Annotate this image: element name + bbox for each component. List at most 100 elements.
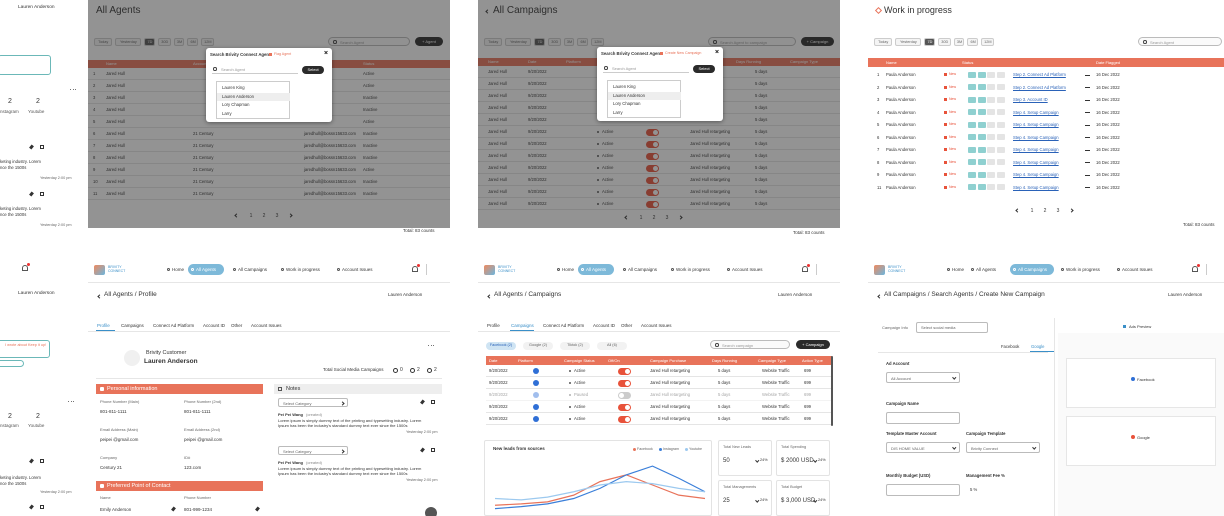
select-button[interactable]: Select xyxy=(302,66,324,74)
text-input[interactable] xyxy=(886,484,960,496)
filter-label: Yesterday xyxy=(899,40,917,44)
edit-icon[interactable] xyxy=(29,191,34,197)
nav-divider xyxy=(1206,264,1207,275)
nav-item[interactable]: All Campaigns xyxy=(230,264,274,275)
modal-search[interactable]: Search Agent xyxy=(603,64,689,73)
edit-icon[interactable] xyxy=(255,506,260,512)
social-select[interactable]: Select social media xyxy=(916,322,988,333)
filter-chip[interactable]: 7D xyxy=(924,38,935,46)
edit-icon[interactable] xyxy=(171,506,176,512)
modal-search[interactable]: Search Agent xyxy=(212,65,298,74)
nav-item[interactable]: Work in progress xyxy=(1058,264,1110,275)
filter-chip[interactable]: 6M xyxy=(967,38,978,46)
nav-item[interactable]: All Agents xyxy=(188,264,224,275)
edit-icon[interactable] xyxy=(29,144,34,150)
date-flagged: 16 Dec 2022 xyxy=(1096,159,1120,165)
platform-tab[interactable]: Google (2) xyxy=(523,342,553,350)
option[interactable]: Larry xyxy=(608,109,681,117)
filter-chip[interactable]: Today xyxy=(874,38,892,46)
page-button[interactable]: 3 xyxy=(1054,207,1062,215)
nav-item[interactable]: Home xyxy=(944,264,964,275)
edit-icon[interactable] xyxy=(420,447,425,453)
search-input[interactable]: Search Agent xyxy=(1138,37,1222,46)
toggle-switch[interactable] xyxy=(618,367,631,375)
tab[interactable]: Account ID xyxy=(202,322,229,331)
delete-icon[interactable] xyxy=(431,400,435,404)
option[interactable]: Lauren King xyxy=(608,83,681,91)
filter-chip[interactable]: 3M xyxy=(953,38,965,46)
preview-tab[interactable]: Google xyxy=(1030,343,1054,352)
option[interactable]: Lauren King xyxy=(217,84,290,92)
bell-icon[interactable] xyxy=(802,266,808,272)
tab[interactable]: Account Issues xyxy=(250,322,286,331)
nav-item[interactable]: All Campaigns xyxy=(620,264,664,275)
category-select[interactable]: Select Category xyxy=(278,398,348,407)
bell-icon[interactable] xyxy=(1192,266,1198,272)
cell: Jared Hull retargeting xyxy=(650,368,691,373)
filter-chip[interactable]: Yesterday xyxy=(894,38,922,46)
toggle-switch[interactable] xyxy=(618,379,631,387)
delete-icon[interactable] xyxy=(40,145,44,149)
cell: 5 days xyxy=(718,380,731,385)
option[interactable]: Lauren Anderson xyxy=(608,91,681,100)
add-note-button[interactable] xyxy=(425,507,437,516)
option[interactable]: Lory Chapman xyxy=(608,100,681,108)
nav-item[interactable]: All Agents xyxy=(968,264,1004,275)
nav-icon xyxy=(191,268,194,271)
nav-item[interactable]: Account Issues xyxy=(724,264,770,275)
select-input[interactable]: Brivity Connect xyxy=(966,442,1040,453)
toggle-switch[interactable] xyxy=(618,415,631,423)
divider xyxy=(1054,318,1055,516)
toggle-switch[interactable] xyxy=(618,403,631,411)
tab[interactable]: Account Issues xyxy=(640,322,676,331)
select-input[interactable]: DIS HOME VALUE xyxy=(886,442,960,453)
filter-chip[interactable]: 12M xyxy=(980,38,994,46)
nav-item[interactable]: Work in progress xyxy=(668,264,720,275)
option[interactable]: Larry xyxy=(217,110,290,118)
text-input[interactable] xyxy=(886,412,960,424)
tab[interactable]: Other xyxy=(620,322,634,331)
tab[interactable]: Profile xyxy=(486,322,505,331)
select-input[interactable]: All Account xyxy=(886,372,960,383)
stat-value: $ 2000 USD xyxy=(781,458,814,464)
nav-item[interactable]: Home xyxy=(164,264,184,275)
option[interactable]: Lory Chapman xyxy=(217,101,290,109)
series-line xyxy=(494,481,706,501)
platform-tab[interactable]: Facebook (2) xyxy=(486,342,516,350)
tab[interactable]: Campaigns xyxy=(120,322,144,331)
edit-icon[interactable] xyxy=(29,504,34,510)
bell-icon[interactable] xyxy=(412,266,418,272)
edit-icon[interactable] xyxy=(29,458,34,464)
tab[interactable]: Profile xyxy=(96,322,116,331)
page-button[interactable]: 2 xyxy=(1041,207,1049,215)
tab[interactable]: Other xyxy=(230,322,244,331)
new-tag: New xyxy=(949,97,957,101)
delete-icon[interactable] xyxy=(40,459,44,463)
option[interactable]: Lauren Anderson xyxy=(217,92,290,101)
edit-icon[interactable] xyxy=(420,399,425,405)
platform-tab[interactable]: All (6) xyxy=(597,342,627,350)
count-label: Youtube xyxy=(28,109,45,114)
delete-icon[interactable] xyxy=(40,505,44,509)
delete-icon[interactable] xyxy=(431,448,435,452)
category-select[interactable]: Select Category xyxy=(278,446,348,455)
preview-tab[interactable]: Facebook xyxy=(1000,343,1024,352)
nav-item[interactable]: All Agents xyxy=(578,264,614,275)
nav-item[interactable]: Work in progress xyxy=(278,264,330,275)
nav-item[interactable]: All Campaigns xyxy=(1010,264,1054,275)
platform-tab[interactable]: Tiktok (2) xyxy=(560,342,590,350)
page-button[interactable]: 1 xyxy=(1028,207,1036,215)
select-button[interactable]: Select xyxy=(693,65,715,73)
nav-item[interactable]: Account Issues xyxy=(1114,264,1160,275)
filter-chip[interactable]: 30D xyxy=(937,38,951,46)
primary-button[interactable]: + Campaign xyxy=(796,340,830,349)
toggle-switch[interactable] xyxy=(618,391,631,399)
tab[interactable]: Account ID xyxy=(592,322,619,331)
delete-icon[interactable] xyxy=(40,192,44,196)
nav-item[interactable]: Home xyxy=(554,264,574,275)
tab[interactable]: Campaigns xyxy=(510,322,535,331)
nav-item[interactable]: Account Issues xyxy=(334,264,380,275)
tab[interactable]: Connect Ad Platform xyxy=(542,322,591,331)
tab[interactable]: Connect Ad Platform xyxy=(152,322,201,331)
search-input[interactable]: Search campaign xyxy=(710,340,790,349)
